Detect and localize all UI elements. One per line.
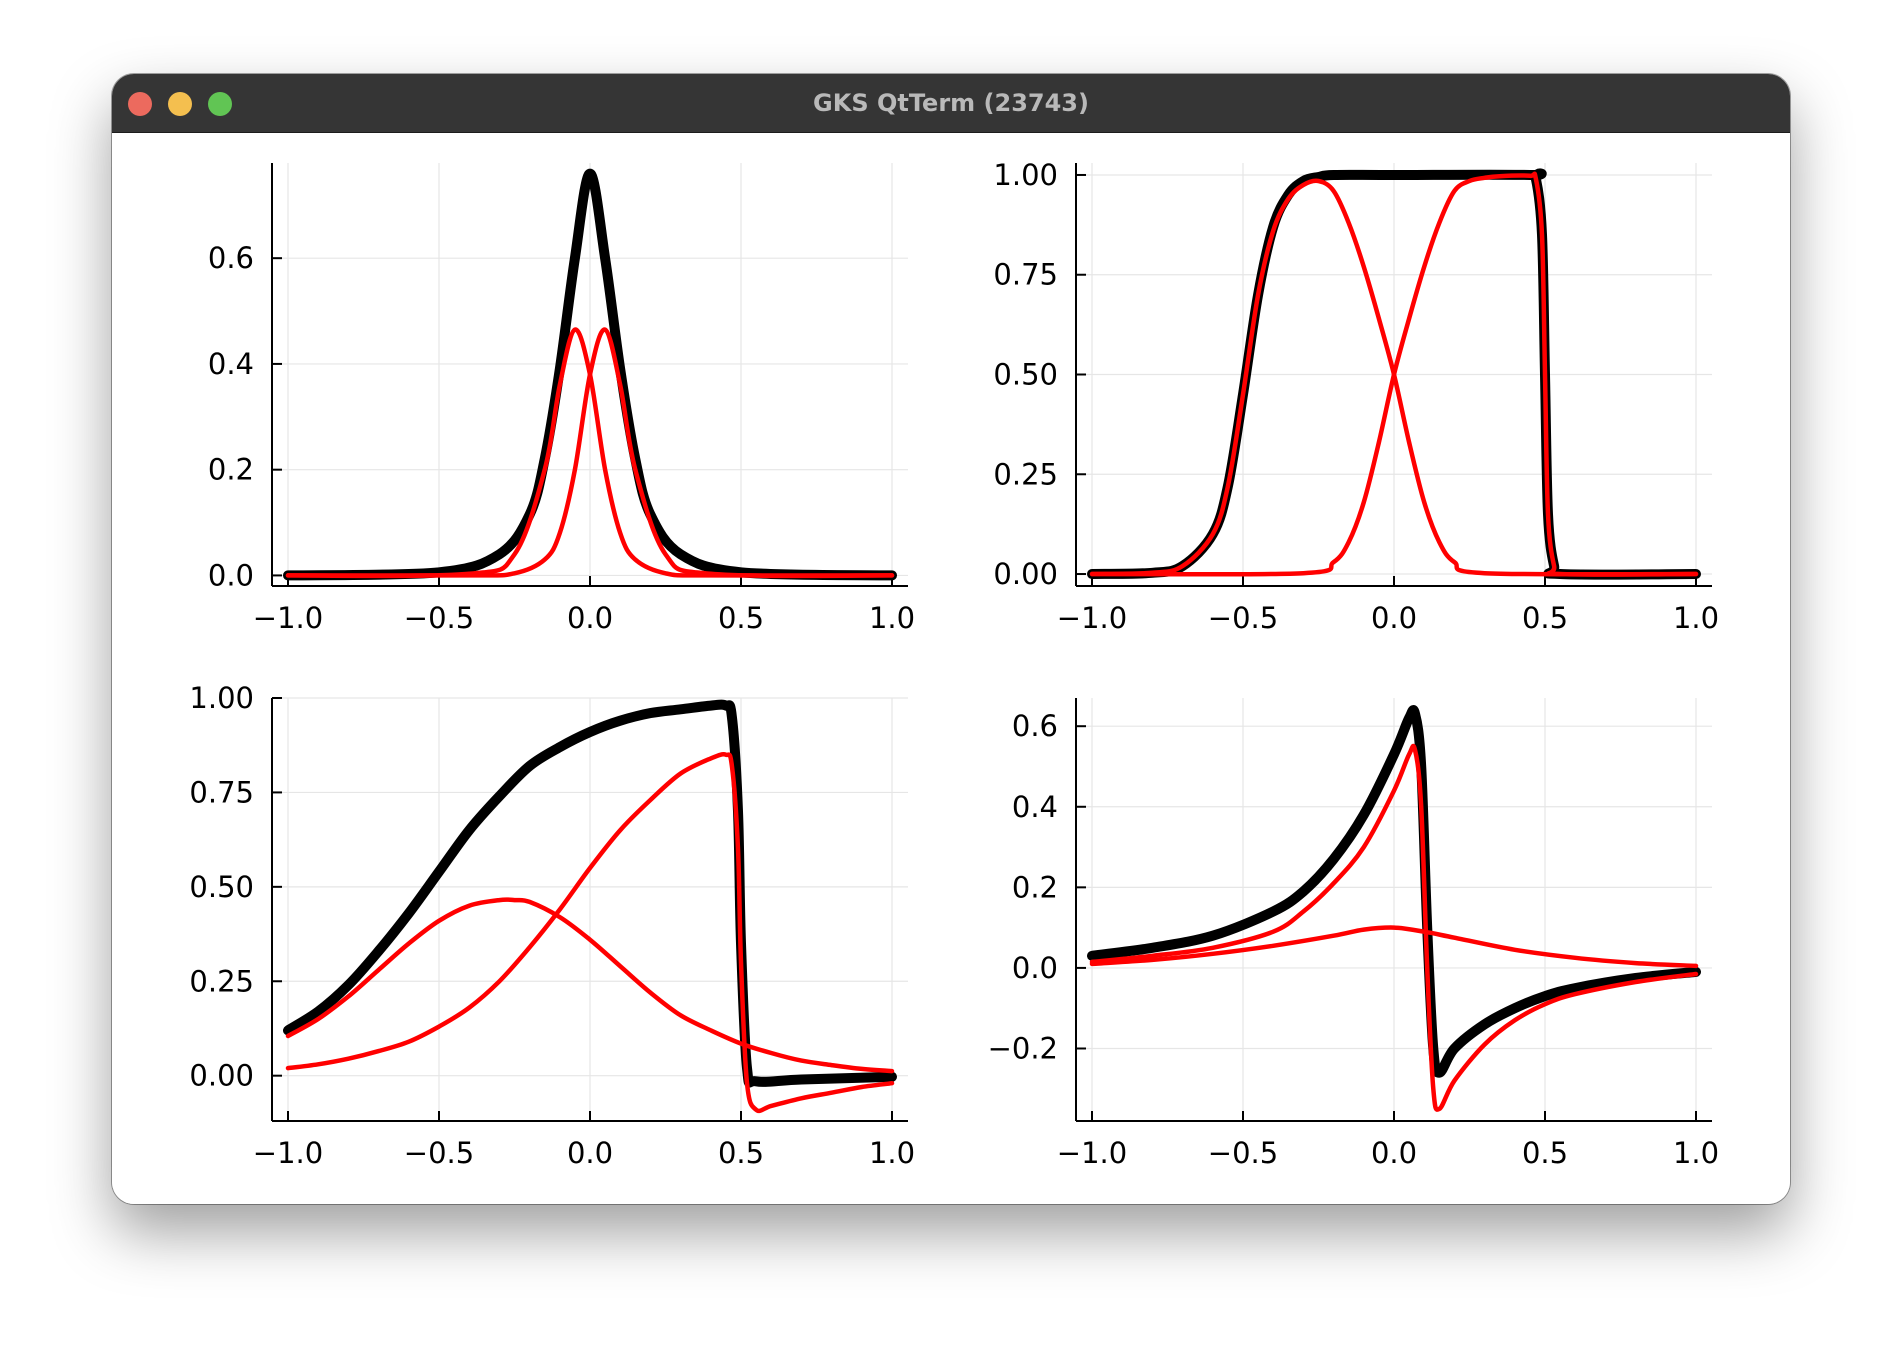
plot-window: GKS QtTerm (23743) −1.0 −0.5 0.0 0.5 1.0 0.0 0…: [112, 74, 1790, 1204]
x-tick-label: −1.0: [253, 1136, 323, 1170]
x-tick-label: 0.0: [1371, 601, 1417, 635]
x-tick-label: −1.0: [1057, 1136, 1127, 1170]
x-tick-label: 0.0: [567, 1136, 613, 1170]
y-tick-label: 1.00: [993, 158, 1058, 192]
y-tick-label: 1.00: [189, 681, 254, 715]
title-bar[interactable]: GKS QtTerm (23743): [112, 74, 1790, 133]
subplot-2: −1.0 −0.5 0.0 0.5 1.0 0.00 0.25 0.50 0.75 1.00: [993, 158, 1719, 635]
y-tick-label: 0.25: [189, 964, 254, 998]
series-line-component-2: [285, 752, 895, 1114]
x-tick-label: 0.0: [1371, 1136, 1417, 1170]
series-line-total: [283, 168, 897, 581]
y-tick-label: 0.6: [208, 241, 254, 275]
y-tick-label: 0.6: [1012, 709, 1058, 743]
x-tick-label: 1.0: [869, 601, 915, 635]
window-title: GKS QtTerm (23743): [813, 89, 1089, 117]
y-tick-label: 0.00: [189, 1059, 254, 1093]
y-tick-label: 0.75: [189, 775, 254, 809]
series-line-component-1: [1089, 178, 1699, 577]
x-tick-label: 0.5: [718, 1136, 764, 1170]
x-tick-label: 0.5: [1522, 601, 1568, 635]
y-tick-label: 0.0: [1012, 951, 1058, 985]
y-tick-label: 0.2: [1012, 870, 1058, 904]
subplot-3: −1.0 −0.5 0.0 0.5 1.0 0.00 0.25 0.50 0.75 1.00: [189, 681, 915, 1170]
plot-area: −1.0 −0.5 0.0 0.5 1.0 0.0 0.2 0.4 0.6 −1.0 −0.5 0.0…: [112, 133, 1790, 1204]
x-tick-label: −0.5: [1208, 601, 1278, 635]
x-tick-label: −0.5: [404, 1136, 474, 1170]
x-tick-label: 0.5: [718, 601, 764, 635]
minimize-button[interactable]: [168, 92, 192, 116]
x-tick-label: 1.0: [1673, 601, 1719, 635]
y-tick-label: 0.4: [1012, 790, 1058, 824]
series-line-component-2: [285, 327, 895, 579]
y-tick-label: 0.4: [208, 347, 254, 381]
plots-canvas: −1.0 −0.5 0.0 0.5 1.0 0.0 0.2 0.4 0.6 −1.0 −0.5 0.0…: [189, 158, 1719, 1170]
y-tick-label: −0.2: [988, 1031, 1058, 1065]
x-tick-label: 1.0: [869, 1136, 915, 1170]
y-tick-label: 0.75: [993, 258, 1058, 292]
series-line-component-1: [1089, 743, 1699, 1112]
x-tick-label: −0.5: [1208, 1136, 1278, 1170]
series-line-component-2: [1089, 171, 1699, 577]
x-tick-label: −1.0: [253, 601, 323, 635]
y-tick-label: 0.25: [993, 457, 1058, 491]
y-tick-label: 0.2: [208, 453, 254, 487]
y-tick-label: 0.50: [993, 358, 1058, 392]
y-tick-label: 0.00: [993, 557, 1058, 591]
y-tick-label: 0.50: [189, 870, 254, 904]
x-tick-label: −0.5: [404, 601, 474, 635]
series-line-component-2: [1089, 925, 1699, 969]
x-tick-label: 1.0: [1673, 1136, 1719, 1170]
x-tick-label: 0.5: [1522, 1136, 1568, 1170]
x-tick-label: −1.0: [1057, 601, 1127, 635]
x-tick-label: 0.0: [567, 601, 613, 635]
subplot-4: −1.0 −0.5 0.0 0.5 1.0 −0.2 0.0 0.2 0.4 0.6: [988, 698, 1719, 1170]
subplot-1: −1.0 −0.5 0.0 0.5 1.0 0.0 0.2 0.4 0.6: [208, 163, 915, 635]
series-line-component-1: [285, 897, 895, 1074]
y-tick-label: 0.0: [208, 558, 254, 592]
maximize-button[interactable]: [208, 92, 232, 116]
close-button[interactable]: [128, 92, 152, 116]
